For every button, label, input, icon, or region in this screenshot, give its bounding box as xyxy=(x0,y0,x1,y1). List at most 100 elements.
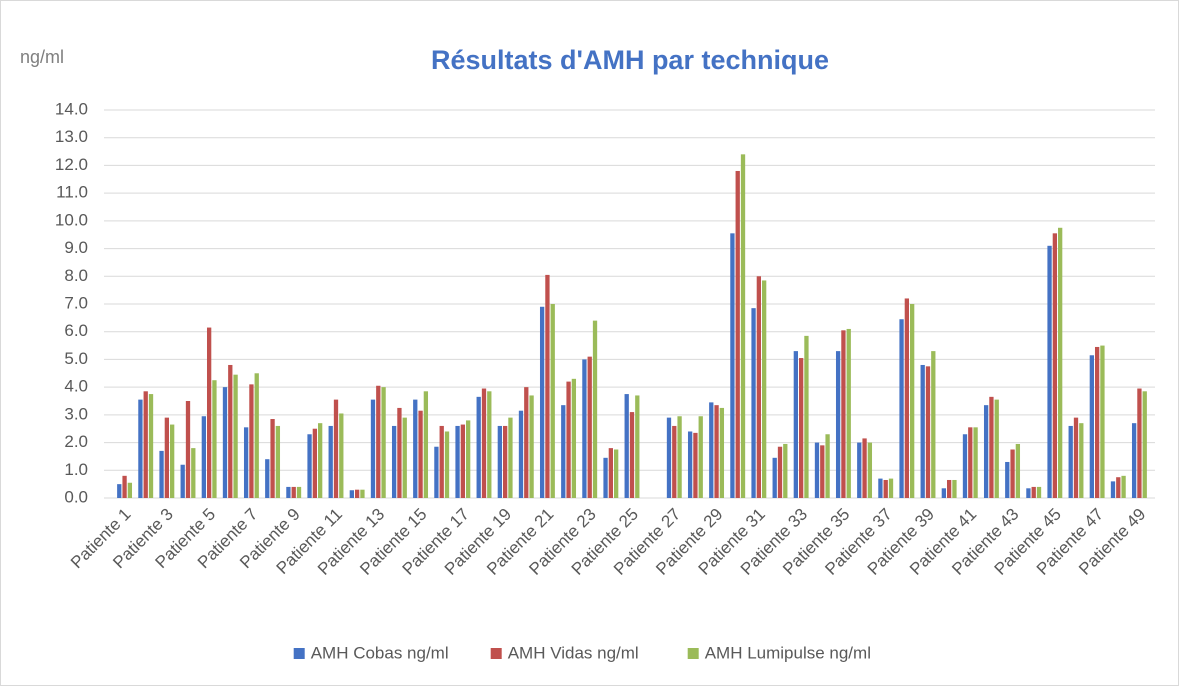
bar xyxy=(1015,443,1021,498)
bar xyxy=(582,359,587,498)
bar xyxy=(687,431,693,498)
bar xyxy=(376,385,381,498)
y-tick-label: 8.0 xyxy=(64,266,88,285)
bar xyxy=(925,366,931,498)
bar xyxy=(994,399,999,498)
bar xyxy=(360,489,365,498)
bar xyxy=(777,446,783,498)
y-tick-label: 3.0 xyxy=(64,404,88,423)
bar xyxy=(798,358,804,498)
bar xyxy=(328,425,333,498)
bar xyxy=(762,280,767,498)
y-axis-label: ng/ml xyxy=(20,47,64,67)
bar xyxy=(249,384,254,498)
bar xyxy=(968,427,973,498)
legend-swatch xyxy=(687,648,699,659)
bar xyxy=(206,327,212,498)
bar xyxy=(180,464,185,498)
bar xyxy=(862,438,867,498)
bar xyxy=(1047,245,1052,498)
bar xyxy=(185,401,191,498)
bar xyxy=(349,490,354,498)
bar xyxy=(587,356,592,498)
bar xyxy=(455,425,460,498)
bar xyxy=(418,410,423,498)
bar xyxy=(983,405,989,498)
bar xyxy=(867,442,873,498)
y-tick-label: 12.0 xyxy=(55,155,88,174)
bar xyxy=(333,399,339,498)
bar xyxy=(820,445,825,498)
bar xyxy=(1058,227,1063,499)
bar xyxy=(286,486,291,498)
bar xyxy=(666,417,672,498)
bar xyxy=(756,276,762,498)
bar xyxy=(159,450,164,498)
bar xyxy=(946,479,952,498)
bar xyxy=(931,351,936,498)
bar xyxy=(1137,388,1142,498)
bar xyxy=(545,274,550,498)
bar xyxy=(518,410,524,498)
bar xyxy=(312,428,318,498)
legend-label: AMH Cobas ng/ml xyxy=(311,643,449,662)
y-tick-label: 14.0 xyxy=(55,99,88,118)
bar xyxy=(952,479,957,498)
bar xyxy=(233,374,238,498)
bar xyxy=(354,489,360,498)
bar xyxy=(497,425,502,498)
y-tick-label: 11.0 xyxy=(56,183,88,202)
bar xyxy=(740,154,746,499)
bar xyxy=(878,478,883,498)
bar xyxy=(835,351,841,498)
y-tick-label: 4.0 xyxy=(64,377,88,396)
bar xyxy=(222,387,228,498)
bar xyxy=(201,416,206,498)
legend-label: AMH Lumipulse ng/ml xyxy=(705,643,871,662)
bar xyxy=(402,417,407,498)
bar xyxy=(550,304,555,498)
bar xyxy=(127,482,133,498)
legend-swatch xyxy=(490,648,502,659)
bar xyxy=(1142,391,1147,498)
bar xyxy=(920,364,925,498)
chart-title: Résultats d'AMH par technique xyxy=(431,45,829,75)
bar xyxy=(307,434,312,498)
y-tick-label: 1.0 xyxy=(64,460,88,479)
bar xyxy=(275,425,281,498)
bar xyxy=(783,443,788,498)
bar xyxy=(466,420,471,498)
bar xyxy=(751,308,756,498)
legend-label: AMH Vidas ng/ml xyxy=(508,643,639,662)
bar xyxy=(941,488,946,498)
bar xyxy=(571,378,577,498)
bar xyxy=(434,446,439,498)
bar xyxy=(228,364,233,498)
bar xyxy=(1073,417,1079,498)
bar xyxy=(318,423,323,498)
bar xyxy=(857,442,862,498)
bar xyxy=(1005,461,1010,498)
y-tick-label: 0.0 xyxy=(64,487,88,506)
bar xyxy=(539,306,545,498)
bar xyxy=(883,479,888,498)
bar xyxy=(793,351,798,498)
bar xyxy=(1026,488,1031,498)
bar xyxy=(524,387,529,498)
bar xyxy=(413,399,418,498)
bar xyxy=(714,405,719,498)
bar xyxy=(439,425,444,498)
bar xyxy=(481,388,487,498)
bar xyxy=(254,373,259,498)
bar xyxy=(973,427,978,498)
bar xyxy=(487,391,492,498)
bar xyxy=(1036,486,1042,498)
bar xyxy=(296,486,302,498)
bar xyxy=(397,407,402,498)
bar xyxy=(698,416,703,498)
y-tick-label: 10.0 xyxy=(55,210,88,229)
y-tick-label: 7.0 xyxy=(64,293,88,312)
bar xyxy=(904,298,910,498)
bar xyxy=(772,457,777,498)
